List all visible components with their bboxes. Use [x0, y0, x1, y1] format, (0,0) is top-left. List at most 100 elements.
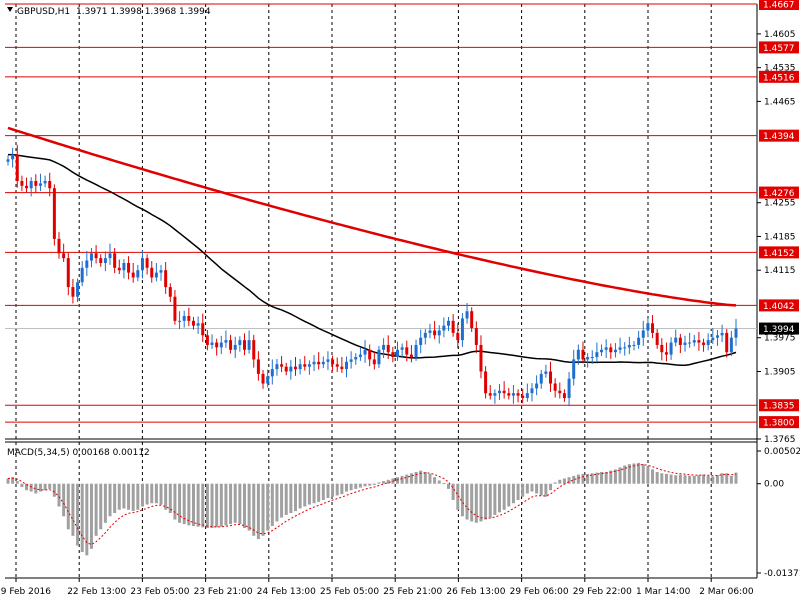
- candle-body[interactable]: [423, 332, 427, 338]
- candle-body[interactable]: [572, 359, 576, 379]
- candle-body[interactable]: [498, 390, 502, 394]
- candle-body[interactable]: [210, 342, 214, 345]
- candle-body[interactable]: [553, 383, 557, 391]
- candle-body[interactable]: [108, 253, 112, 259]
- candle-body[interactable]: [683, 342, 687, 345]
- candle-body[interactable]: [368, 349, 372, 360]
- candle-body[interactable]: [233, 344, 237, 350]
- candle-body[interactable]: [627, 344, 631, 348]
- candle-body[interactable]: [201, 323, 205, 336]
- candle-body[interactable]: [289, 366, 293, 372]
- candle-body[interactable]: [48, 180, 52, 189]
- candle-body[interactable]: [349, 359, 353, 362]
- candle-body[interactable]: [182, 316, 186, 321]
- candle-body[interactable]: [595, 352, 599, 358]
- candle-body[interactable]: [187, 316, 191, 321]
- candle-body[interactable]: [567, 378, 571, 399]
- candle-body[interactable]: [664, 352, 668, 355]
- candle-body[interactable]: [400, 347, 404, 350]
- candle-body[interactable]: [539, 373, 543, 384]
- candle-body[interactable]: [150, 267, 154, 278]
- candle-body[interactable]: [284, 366, 288, 372]
- candle-body[interactable]: [238, 340, 242, 345]
- candle-body[interactable]: [25, 185, 29, 189]
- candle-body[interactable]: [219, 342, 223, 348]
- candle-body[interactable]: [702, 342, 706, 345]
- candle-body[interactable]: [623, 347, 627, 349]
- candle-body[interactable]: [590, 357, 594, 359]
- candle-body[interactable]: [720, 332, 724, 336]
- candle-body[interactable]: [711, 337, 715, 341]
- candle-body[interactable]: [298, 364, 302, 370]
- candle-body[interactable]: [725, 332, 729, 353]
- candle-body[interactable]: [637, 337, 641, 345]
- candle-body[interactable]: [20, 180, 24, 186]
- candle-body[interactable]: [66, 258, 70, 288]
- candle-body[interactable]: [437, 330, 441, 336]
- candle-body[interactable]: [154, 272, 158, 278]
- candle-body[interactable]: [99, 258, 103, 263]
- candle-body[interactable]: [57, 238, 61, 254]
- candle-body[interactable]: [465, 311, 469, 319]
- candle-body[interactable]: [127, 262, 131, 273]
- candle-body[interactable]: [122, 262, 126, 271]
- candle-body[interactable]: [266, 376, 270, 384]
- candle-body[interactable]: [164, 270, 168, 288]
- candle-body[interactable]: [229, 340, 233, 350]
- candle-body[interactable]: [521, 395, 525, 399]
- candle-body[interactable]: [252, 340, 256, 360]
- candle-body[interactable]: [651, 323, 655, 333]
- candle-body[interactable]: [363, 349, 367, 355]
- candle-body[interactable]: [76, 282, 80, 297]
- candle-body[interactable]: [697, 340, 701, 343]
- candle-body[interactable]: [312, 361, 316, 365]
- candle-body[interactable]: [419, 337, 423, 345]
- candle-body[interactable]: [94, 253, 98, 259]
- candle-body[interactable]: [493, 393, 497, 396]
- candle-body[interactable]: [706, 340, 710, 345]
- candle-body[interactable]: [354, 357, 358, 360]
- candle-body[interactable]: [340, 366, 344, 370]
- candle-body[interactable]: [280, 364, 284, 367]
- candle-body[interactable]: [382, 344, 386, 350]
- candle-body[interactable]: [484, 371, 488, 394]
- candle-body[interactable]: [117, 267, 121, 271]
- candle-body[interactable]: [530, 388, 534, 394]
- candle-body[interactable]: [715, 335, 719, 338]
- candle-body[interactable]: [646, 323, 650, 331]
- candle-body[interactable]: [113, 253, 117, 268]
- candle-body[interactable]: [456, 332, 460, 341]
- candle-body[interactable]: [62, 253, 66, 259]
- candle-body[interactable]: [261, 373, 265, 384]
- candle-body[interactable]: [29, 180, 33, 189]
- candle-body[interactable]: [409, 354, 413, 358]
- candle-body[interactable]: [71, 287, 75, 297]
- candle-body[interactable]: [391, 352, 395, 358]
- candle-body[interactable]: [470, 311, 474, 329]
- candle-body[interactable]: [131, 272, 135, 278]
- candle-body[interactable]: [178, 320, 182, 322]
- candle-body[interactable]: [433, 330, 437, 336]
- chart-header[interactable]: GBPUSD,H1 1.3971 1.3998 1.3968 1.3994: [7, 7, 211, 17]
- candle-body[interactable]: [451, 320, 455, 333]
- candle-body[interactable]: [576, 349, 580, 360]
- candle-body[interactable]: [516, 393, 520, 396]
- candle-body[interactable]: [600, 349, 604, 353]
- candle-body[interactable]: [140, 258, 144, 271]
- candle-body[interactable]: [159, 270, 163, 273]
- candle-body[interactable]: [641, 330, 645, 338]
- candle-body[interactable]: [488, 393, 492, 396]
- candle-body[interactable]: [604, 347, 608, 350]
- candle-body[interactable]: [15, 154, 19, 181]
- candle-body[interactable]: [655, 332, 659, 345]
- candle-body[interactable]: [377, 349, 381, 365]
- candle-body[interactable]: [317, 361, 321, 365]
- candle-body[interactable]: [38, 183, 42, 186]
- candle-body[interactable]: [414, 344, 418, 358]
- candle-body[interactable]: [89, 253, 93, 261]
- candle-body[interactable]: [581, 349, 585, 360]
- candle-body[interactable]: [734, 328, 738, 338]
- candle-body[interactable]: [372, 359, 376, 365]
- candle-body[interactable]: [688, 342, 692, 344]
